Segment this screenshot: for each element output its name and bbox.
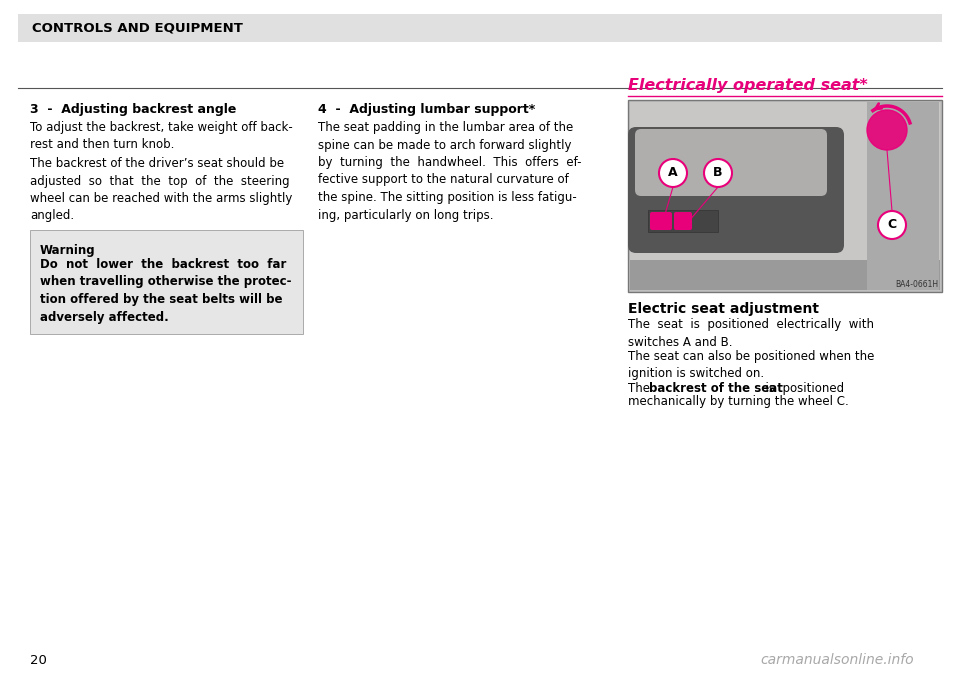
Bar bbox=[628, 100, 942, 292]
Text: Electric seat adjustment: Electric seat adjustment bbox=[628, 302, 819, 316]
Text: The seat can also be positioned when the
ignition is switched on.: The seat can also be positioned when the… bbox=[628, 350, 875, 380]
FancyBboxPatch shape bbox=[18, 14, 942, 42]
Text: carmanualsonline.info: carmanualsonline.info bbox=[760, 653, 914, 667]
Text: The: The bbox=[628, 382, 654, 395]
Text: 20: 20 bbox=[30, 653, 47, 666]
Text: A: A bbox=[668, 166, 678, 180]
FancyBboxPatch shape bbox=[628, 127, 844, 253]
Bar bbox=[630, 102, 940, 290]
FancyBboxPatch shape bbox=[650, 212, 672, 230]
FancyBboxPatch shape bbox=[30, 230, 303, 334]
FancyBboxPatch shape bbox=[635, 129, 827, 196]
Text: The  seat  is  positioned  electrically  with
switches A and B.: The seat is positioned electrically with… bbox=[628, 318, 874, 349]
Text: CONTROLS AND EQUIPMENT: CONTROLS AND EQUIPMENT bbox=[32, 22, 243, 34]
FancyBboxPatch shape bbox=[648, 210, 718, 232]
Text: BA4-0661H: BA4-0661H bbox=[895, 280, 938, 289]
Circle shape bbox=[878, 211, 906, 239]
Bar bbox=[630, 260, 940, 290]
Text: 4  -  Adjusting lumbar support*: 4 - Adjusting lumbar support* bbox=[318, 103, 536, 116]
Text: The seat padding in the lumbar area of the
spine can be made to arch forward sli: The seat padding in the lumbar area of t… bbox=[318, 121, 582, 221]
Text: B: B bbox=[713, 166, 723, 180]
Text: Warning: Warning bbox=[40, 244, 96, 257]
Text: 3  -  Adjusting backrest angle: 3 - Adjusting backrest angle bbox=[30, 103, 236, 116]
Text: The backrest of the driver’s seat should be
adjusted  so  that  the  top  of  th: The backrest of the driver’s seat should… bbox=[30, 157, 293, 223]
Text: To adjust the backrest, take weight off back-
rest and then turn knob.: To adjust the backrest, take weight off … bbox=[30, 121, 293, 151]
Circle shape bbox=[867, 110, 907, 150]
Bar bbox=[867, 102, 939, 290]
FancyBboxPatch shape bbox=[674, 212, 692, 230]
Text: Do  not  lower  the  backrest  too  far
when travelling otherwise the protec-
ti: Do not lower the backrest too far when t… bbox=[40, 258, 292, 324]
Text: is  positioned: is positioned bbox=[758, 382, 844, 395]
Text: mechanically by turning the wheel C.: mechanically by turning the wheel C. bbox=[628, 395, 849, 408]
Circle shape bbox=[704, 159, 732, 187]
Text: backrest of the seat: backrest of the seat bbox=[649, 382, 782, 395]
Circle shape bbox=[659, 159, 687, 187]
Text: Electrically operated seat*: Electrically operated seat* bbox=[628, 78, 868, 93]
Text: C: C bbox=[887, 219, 897, 232]
